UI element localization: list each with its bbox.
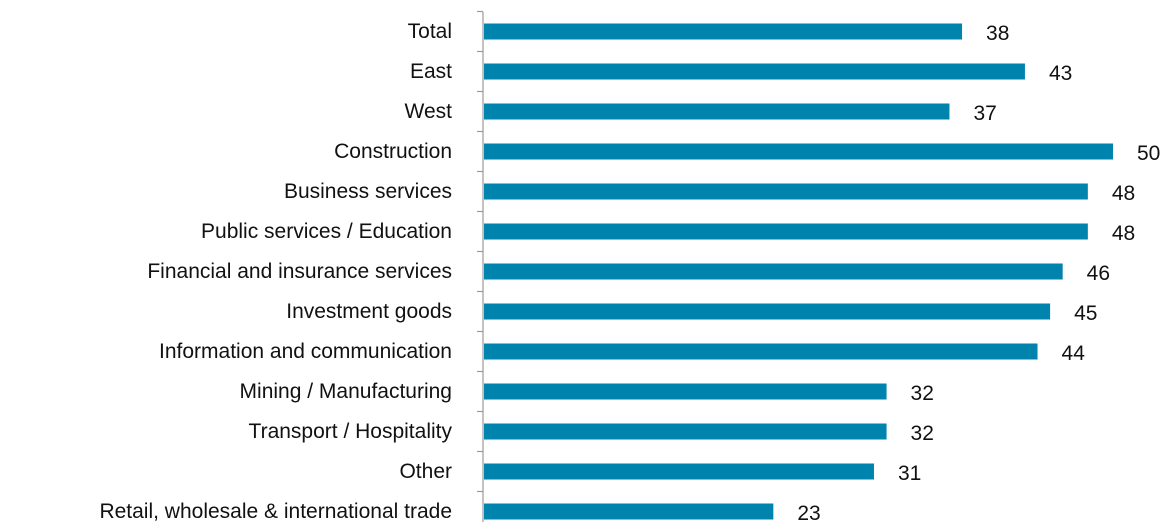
category-label: Other — [399, 460, 452, 483]
bar — [484, 383, 887, 400]
category-label: Mining / Manufacturing — [240, 380, 452, 403]
bars — [484, 23, 1113, 520]
value-label: 38 — [986, 22, 1009, 45]
bar — [484, 143, 1113, 160]
bar — [484, 303, 1051, 320]
category-labels: Total East West Construction Business servic… — [99, 20, 452, 523]
value-label: 45 — [1074, 302, 1097, 325]
category-label: Financial and insurance services — [147, 260, 452, 283]
bar — [484, 503, 774, 520]
value-label: 37 — [973, 102, 996, 125]
category-label: Business services — [284, 180, 452, 203]
value-label: 32 — [911, 382, 934, 405]
value-label: 46 — [1087, 262, 1110, 285]
category-label: Total — [408, 20, 452, 43]
category-label: East — [410, 60, 452, 83]
value-label: 48 — [1112, 182, 1135, 205]
value-label: 32 — [911, 422, 934, 445]
category-axis — [477, 10, 484, 522]
category-label: Retail, wholesale & international trade — [99, 500, 452, 523]
value-label: 43 — [1049, 62, 1072, 85]
value-label: 44 — [1062, 342, 1086, 365]
category-label: Investment goods — [286, 300, 452, 323]
value-label: 23 — [797, 502, 820, 525]
bar — [484, 103, 950, 120]
bar — [484, 23, 963, 40]
bar — [484, 423, 887, 440]
bar — [484, 463, 874, 480]
bar — [484, 343, 1038, 360]
bar — [484, 63, 1025, 80]
value-label: 50 — [1137, 142, 1160, 165]
category-label: Construction — [334, 140, 452, 163]
category-label: Public services / Education — [201, 220, 452, 243]
bar — [484, 223, 1088, 240]
category-label: West — [405, 100, 453, 123]
value-label: 31 — [898, 462, 921, 485]
bar — [484, 263, 1063, 280]
category-label: Information and communication — [159, 340, 452, 363]
category-label: Transport / Hospitality — [249, 420, 453, 443]
value-label: 48 — [1112, 222, 1135, 245]
bar — [484, 183, 1088, 200]
